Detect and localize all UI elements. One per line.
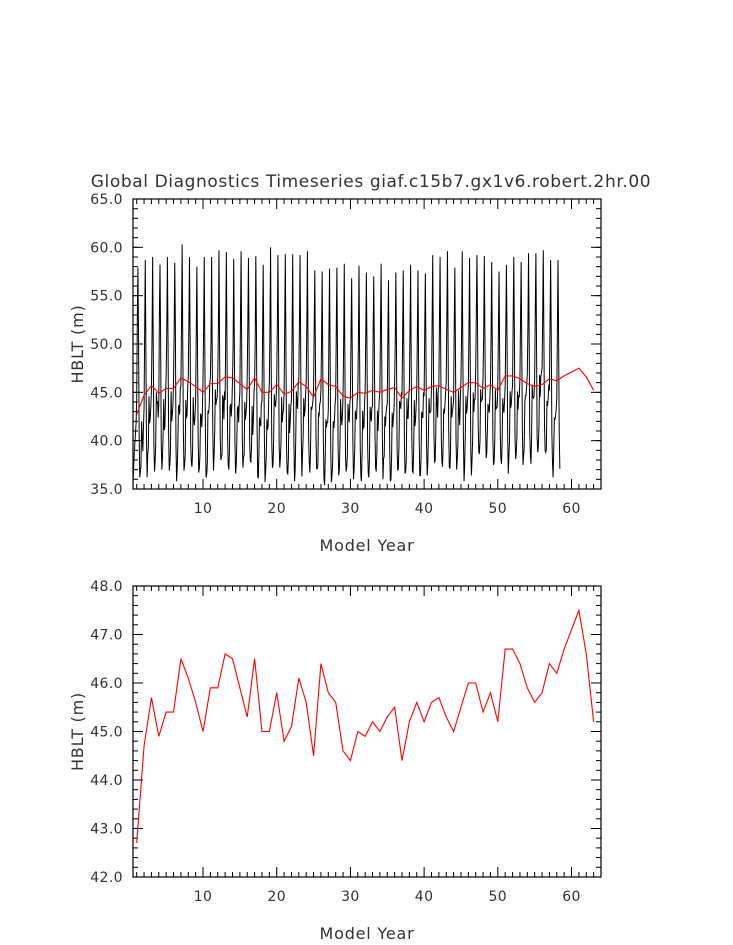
y-tick-label: 55.0 bbox=[90, 289, 123, 305]
annual-mean-plot: 10 20 30 40 50 60 42.0 43.0 44.0 45.0 46.0 47.0 48.0… bbox=[68, 579, 602, 943]
x-tick-label: 30 bbox=[341, 501, 360, 517]
y-tick-label: 40.0 bbox=[90, 434, 123, 450]
y-tick-label: 45.0 bbox=[90, 385, 123, 401]
series-line-annual-mean bbox=[136, 608, 595, 844]
x-tick-label: 10 bbox=[194, 501, 213, 517]
x-tick-label: 30 bbox=[341, 889, 360, 905]
y-tick-label: 35.0 bbox=[90, 482, 123, 498]
series-line-monthly bbox=[132, 244, 561, 486]
x-tick-label: 20 bbox=[267, 889, 286, 905]
y-tick-label: 42.0 bbox=[90, 870, 123, 886]
y-tick-label: 45.0 bbox=[90, 725, 123, 741]
x-tick-label: 50 bbox=[489, 501, 508, 517]
x-tick-label: 10 bbox=[194, 889, 213, 905]
x-tick-label: 60 bbox=[562, 501, 581, 517]
y-tick-label: 46.0 bbox=[90, 676, 123, 692]
x-axis-title: Model Year bbox=[320, 924, 415, 943]
x-tick-label: 20 bbox=[267, 501, 286, 517]
x-tick-label: 60 bbox=[562, 889, 581, 905]
y-axis-title: HBLT (m) bbox=[68, 692, 87, 771]
y-tick-label: 60.0 bbox=[90, 240, 123, 256]
y-tick-label: 48.0 bbox=[90, 579, 123, 595]
y-tick-label: 47.0 bbox=[90, 628, 123, 644]
y-tick-label: 44.0 bbox=[90, 773, 123, 789]
x-tick-label: 50 bbox=[489, 889, 508, 905]
x-tick-label: 40 bbox=[415, 889, 434, 905]
y-tick-label: 50.0 bbox=[90, 337, 123, 353]
x-axis-title: Model Year bbox=[320, 536, 415, 555]
x-tick-label: 40 bbox=[415, 501, 434, 517]
figure-title: Global Diagnostics Timeseries giaf.c15b7… bbox=[91, 172, 651, 192]
y-axis-title: HBLT (m) bbox=[68, 304, 87, 383]
y-tick-label: 65.0 bbox=[90, 192, 123, 208]
y-tick-label: 43.0 bbox=[90, 822, 123, 838]
timeseries-plot: 10 20 30 40 50 60 35.0 40.0 45.0 50.0 55.0 60.0 65.0… bbox=[68, 192, 602, 555]
series-line-annual-mean bbox=[136, 367, 595, 415]
